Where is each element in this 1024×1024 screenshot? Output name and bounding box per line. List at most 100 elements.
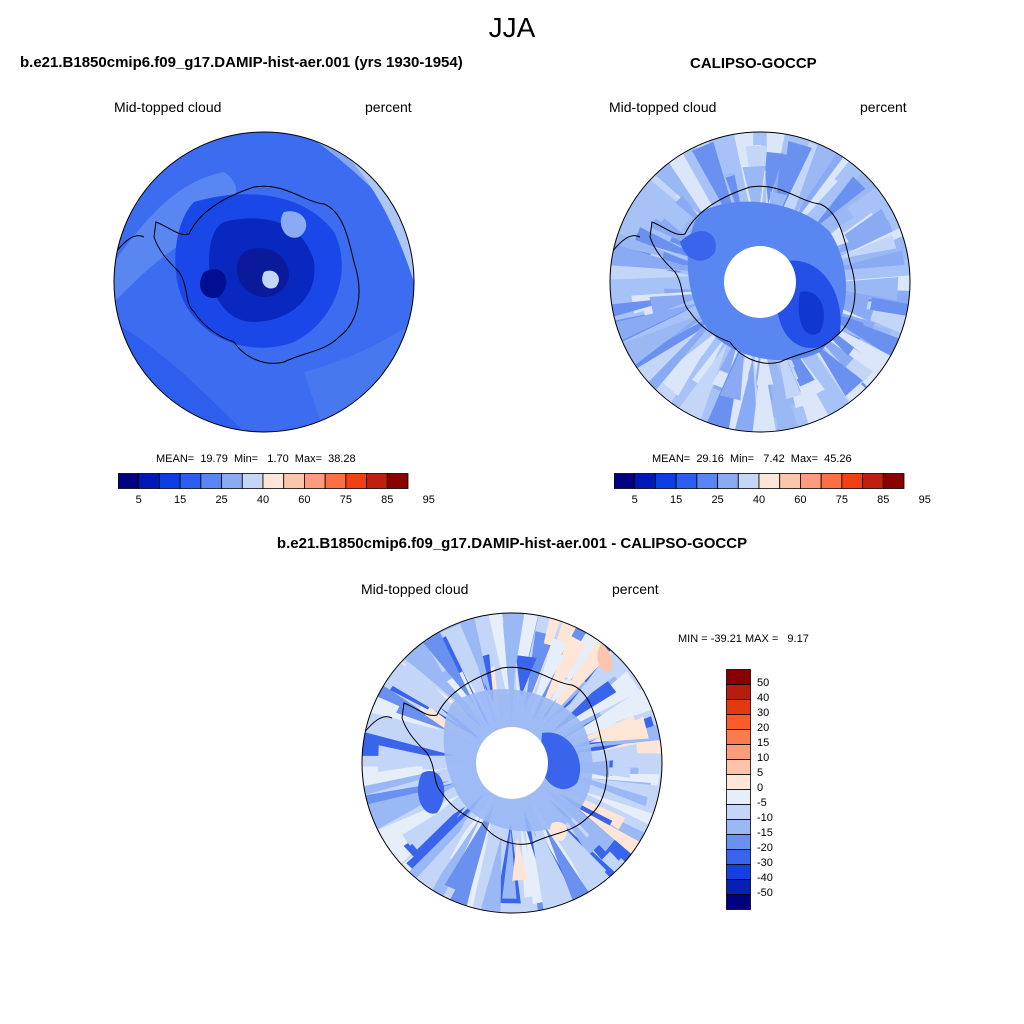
colorbar-tick-label: 30 xyxy=(757,707,770,719)
colorbar-swatch xyxy=(717,473,739,489)
colorbar-swatch xyxy=(726,804,751,820)
diff-colorbar-labels: 50 40 30 20 15 10 5 0 -5 -10 -15 -20 -30 -40 -50 xyxy=(757,669,797,911)
colorbar-tick-label: 0 xyxy=(757,782,764,794)
map-streak xyxy=(425,815,482,905)
obs-stats: MEAN= 29.16 Min= 7.42 Max= 45.26 xyxy=(652,453,852,465)
colorbar-swatch xyxy=(882,473,905,489)
south-america-coastline xyxy=(611,235,641,253)
diff-map-border xyxy=(361,612,663,914)
map-streak xyxy=(529,642,551,700)
colorbar-swatch xyxy=(726,729,751,745)
diff-colorbar xyxy=(726,669,751,910)
obs-map-region xyxy=(798,291,824,335)
colorbar-swatch xyxy=(241,473,264,489)
diff-map-region xyxy=(540,732,581,790)
obs-map-border xyxy=(609,131,911,433)
diff-map-region xyxy=(597,643,613,673)
map-streak xyxy=(610,239,706,272)
map-streak xyxy=(444,802,495,896)
colorbar-tick-label: 15 xyxy=(174,494,187,506)
colorbar-swatch xyxy=(655,473,677,489)
map-streak xyxy=(834,214,910,260)
colorbar-swatch xyxy=(800,473,822,489)
colorbar-swatch xyxy=(726,819,751,835)
map-streak xyxy=(529,809,573,902)
diff-units-label: percent xyxy=(612,581,659,597)
map-streak xyxy=(362,768,443,790)
colorbar-swatch xyxy=(634,473,656,489)
colorbar-swatch xyxy=(345,473,367,489)
map-streak xyxy=(589,716,649,743)
colorbar-tick-label: 5 xyxy=(135,494,142,506)
map-streak xyxy=(451,613,494,705)
colorbar-tick-label: -20 xyxy=(757,842,773,854)
colorbar-swatch xyxy=(820,473,843,489)
colorbar-swatch xyxy=(159,473,181,489)
obs-units-label: percent xyxy=(860,99,907,115)
obs-colorbar xyxy=(614,473,905,489)
map-streak xyxy=(408,793,475,850)
model-map-region xyxy=(262,270,279,289)
model-colorbar xyxy=(118,473,409,489)
colorbar-swatch xyxy=(304,473,326,489)
model-map-border xyxy=(113,131,415,433)
map-streak xyxy=(812,341,863,397)
colorbar-swatch xyxy=(696,473,718,489)
colorbar-swatch xyxy=(221,473,243,489)
map-streak xyxy=(742,165,766,226)
colorbar-tick-label: -15 xyxy=(757,827,773,839)
colorbar-swatch xyxy=(726,714,751,730)
antarctica-coastline xyxy=(153,185,360,364)
antarctica-coastline xyxy=(649,185,856,364)
map-streak xyxy=(515,655,537,696)
map-streak xyxy=(543,824,596,912)
obs-colorbar-labels: 5 15 25 40 60 75 85 95 xyxy=(614,494,931,508)
colorbar-tick-label: -5 xyxy=(757,797,767,809)
colorbar-tick-label: -40 xyxy=(757,872,773,884)
colorbar-swatch xyxy=(726,879,751,895)
model-map-region xyxy=(280,211,307,238)
south-america-coastline xyxy=(363,716,393,734)
colorbar-swatch xyxy=(324,473,347,489)
colorbar-tick-label: 15 xyxy=(757,737,770,749)
colorbar-swatch xyxy=(675,473,698,489)
colorbar-swatch xyxy=(614,473,636,489)
diff-variable-label: Mid-topped cloud xyxy=(361,581,469,597)
colorbar-tick-label: 20 xyxy=(757,722,770,734)
diff-panel-title: b.e21.B1850cmip6.f09_g17.DAMIP-hist-aer.… xyxy=(276,535,748,552)
map-streak xyxy=(403,806,466,866)
colorbar-tick-label: 5 xyxy=(757,767,764,779)
obs-panel-title: CALIPSO-GOCCP xyxy=(690,55,817,72)
model-variable-label: Mid-topped cloud xyxy=(114,99,222,115)
model-units-label: percent xyxy=(365,99,412,115)
map-streak xyxy=(522,613,549,686)
map-streak xyxy=(433,837,484,913)
colorbar-tick-label: 85 xyxy=(877,494,890,506)
colorbar-swatch xyxy=(179,473,202,489)
polar-data-gap xyxy=(724,246,796,318)
model-stats: MEAN= 19.79 Min= 1.70 Max= 38.28 xyxy=(156,453,356,465)
colorbar-swatch xyxy=(262,473,285,489)
colorbar-swatch xyxy=(118,473,140,489)
map-streak xyxy=(719,340,745,401)
diff-map-region xyxy=(417,771,445,814)
map-streak xyxy=(502,829,517,899)
colorbar-tick-label: 75 xyxy=(835,494,848,506)
map-streak xyxy=(396,699,448,731)
obs-map-region xyxy=(680,231,716,261)
model-panel-title: b.e21.B1850cmip6.f09_g17.DAMIP-hist-aer.… xyxy=(20,54,463,71)
colorbar-swatch xyxy=(366,473,388,489)
diff-stats: MIN = -39.21 MAX = 9.17 xyxy=(678,633,809,645)
colorbar-tick-label: 75 xyxy=(339,494,352,506)
colorbar-tick-label: -50 xyxy=(757,887,773,899)
colorbar-swatch xyxy=(726,834,751,850)
colorbar-swatch xyxy=(758,473,781,489)
map-streak xyxy=(393,803,478,901)
map-streak xyxy=(498,613,529,688)
colorbar-swatch xyxy=(726,849,751,865)
colorbar-tick-label: 15 xyxy=(670,494,683,506)
colorbar-swatch xyxy=(386,473,409,489)
diff-map-region xyxy=(550,822,568,841)
map-streak xyxy=(578,789,660,828)
page-title: JJA xyxy=(488,12,536,43)
